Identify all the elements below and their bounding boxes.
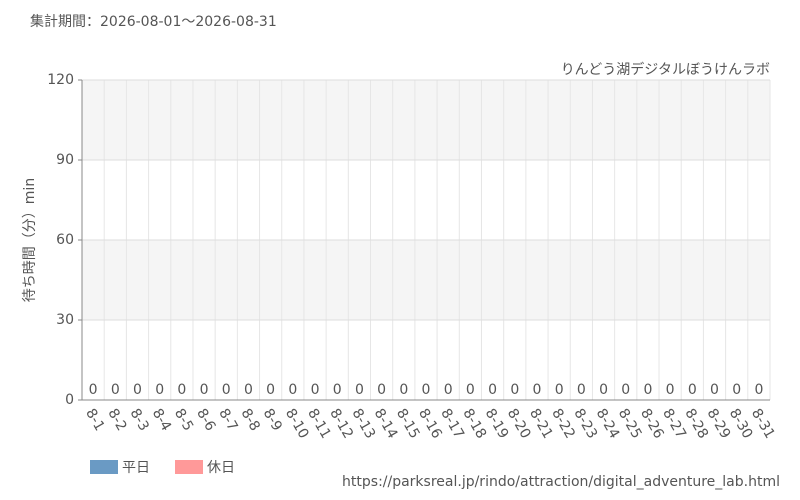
legend-label: 平日 [122, 460, 150, 476]
grid-band [82, 240, 770, 320]
x-tick-label: 8-9 [260, 406, 285, 434]
y-axis-label: 待ち時間（分）min [22, 178, 38, 302]
value-label: 0 [444, 382, 453, 398]
value-label: 0 [266, 382, 275, 398]
value-label: 0 [643, 382, 652, 398]
y-tick-label: 120 [47, 72, 74, 88]
x-tick-label: 8-31 [748, 406, 778, 442]
x-tick-label: 8-1 [82, 406, 107, 434]
y-tick-label: 90 [56, 152, 74, 168]
value-label: 0 [200, 382, 209, 398]
x-tick-label: 8-5 [171, 406, 196, 434]
legend-swatch [175, 460, 203, 474]
period-header: 集計期間：2026-08-01～2026-08-31 [30, 13, 277, 30]
value-label: 0 [599, 382, 608, 398]
value-label: 0 [555, 382, 564, 398]
x-tick-label: 8-2 [104, 406, 129, 434]
value-label: 0 [466, 382, 475, 398]
value-label: 0 [155, 382, 164, 398]
value-label: 0 [621, 382, 630, 398]
y-tick-label: 0 [65, 392, 74, 408]
source-url: https://parksreal.jp/rindo/attraction/di… [342, 474, 780, 490]
value-label: 0 [311, 382, 320, 398]
value-label: 0 [577, 382, 586, 398]
chart-subtitle: りんどう湖デジタルぼうけんラボ [561, 61, 770, 78]
value-label: 0 [710, 382, 719, 398]
value-label: 0 [244, 382, 253, 398]
value-label: 0 [688, 382, 697, 398]
x-tick-label: 8-6 [193, 406, 218, 434]
value-label: 0 [111, 382, 120, 398]
value-label: 0 [222, 382, 231, 398]
value-label: 0 [333, 382, 342, 398]
legend-swatch [90, 460, 118, 474]
value-label: 0 [754, 382, 763, 398]
legend-label: 休日 [207, 460, 235, 476]
value-label: 0 [488, 382, 497, 398]
value-label: 0 [533, 382, 542, 398]
value-label: 0 [666, 382, 675, 398]
value-label: 0 [377, 382, 386, 398]
grid-band [82, 80, 770, 160]
value-label: 0 [133, 382, 142, 398]
value-label: 0 [399, 382, 408, 398]
value-label: 0 [732, 382, 741, 398]
y-tick-label: 60 [56, 232, 74, 248]
value-label: 0 [288, 382, 297, 398]
x-tick-label: 8-3 [127, 406, 152, 434]
value-label: 0 [422, 382, 431, 398]
value-label: 0 [177, 382, 186, 398]
value-label: 0 [355, 382, 364, 398]
x-tick-label: 8-4 [149, 406, 174, 434]
x-tick-label: 8-8 [238, 406, 263, 434]
y-tick-label: 30 [56, 312, 74, 328]
value-label: 0 [89, 382, 98, 398]
x-tick-label: 8-7 [215, 406, 240, 434]
value-label: 0 [510, 382, 519, 398]
